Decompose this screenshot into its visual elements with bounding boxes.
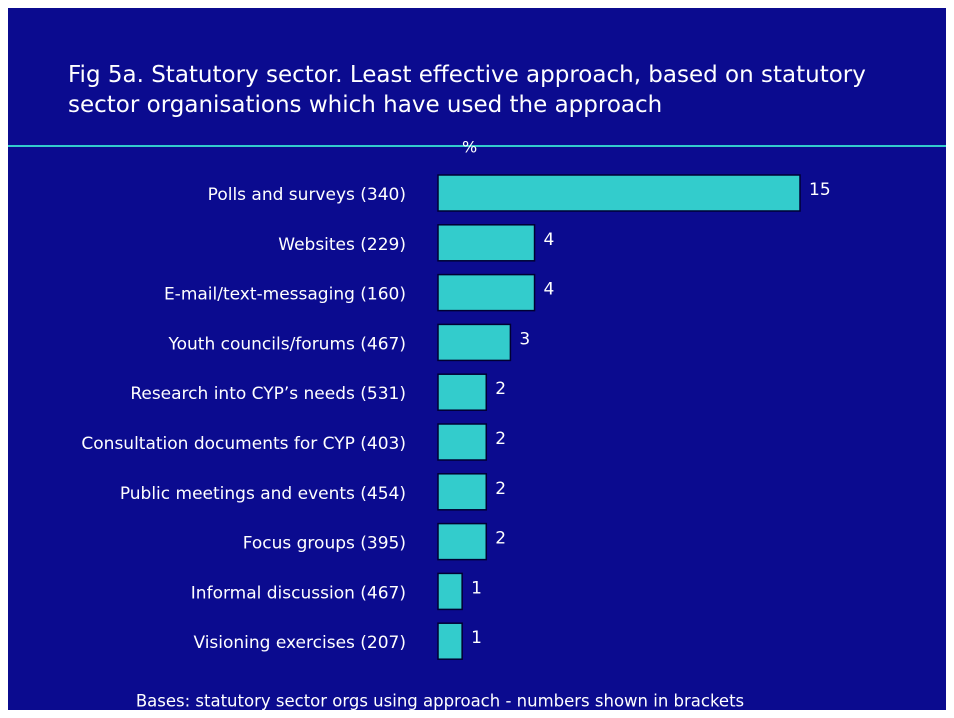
bar [437,622,463,660]
value-label: 4 [544,280,555,300]
value-label: 1 [471,578,482,598]
bar [437,473,488,511]
category-label: Public meetings and events (454) [120,484,406,504]
bar [437,373,488,411]
bar [437,273,536,312]
category-label: Research into CYP’s needs (531) [130,384,406,404]
slide: Fig 5a. Statutory sector. Least effectiv… [8,8,946,710]
value-label: 2 [495,379,506,399]
category-label: E-mail/text-messaging (160) [164,285,406,305]
title-rule [8,145,946,147]
bar [437,522,488,561]
category-label: Focus groups (395) [243,534,406,554]
chart: % Bases: statutory sector orgs using app… [81,138,831,711]
value-label: 2 [495,479,506,499]
footnote: Bases: statutory sector orgs using appro… [136,692,744,711]
category-label: Visioning exercises (207) [193,633,406,653]
category-label: Youth councils/forums (467) [167,334,406,354]
category-label: Polls and surveys (340) [208,185,406,205]
bar [437,423,488,461]
bar [437,224,536,262]
category-label: Informal discussion (467) [191,583,406,603]
axis-label: % [462,138,477,157]
value-label: 2 [495,429,506,449]
bar [437,174,801,212]
value-label: 1 [471,628,482,648]
bar [437,572,463,611]
value-label: 15 [809,180,831,200]
value-label: 3 [519,329,530,349]
chart-title: Fig 5a. Statutory sector. Least effectiv… [68,62,866,118]
bar [437,323,512,362]
value-label: 4 [544,230,555,250]
value-label: 2 [495,529,506,549]
category-label: Consultation documents for CYP (403) [81,434,406,454]
category-label: Websites (229) [278,235,406,255]
